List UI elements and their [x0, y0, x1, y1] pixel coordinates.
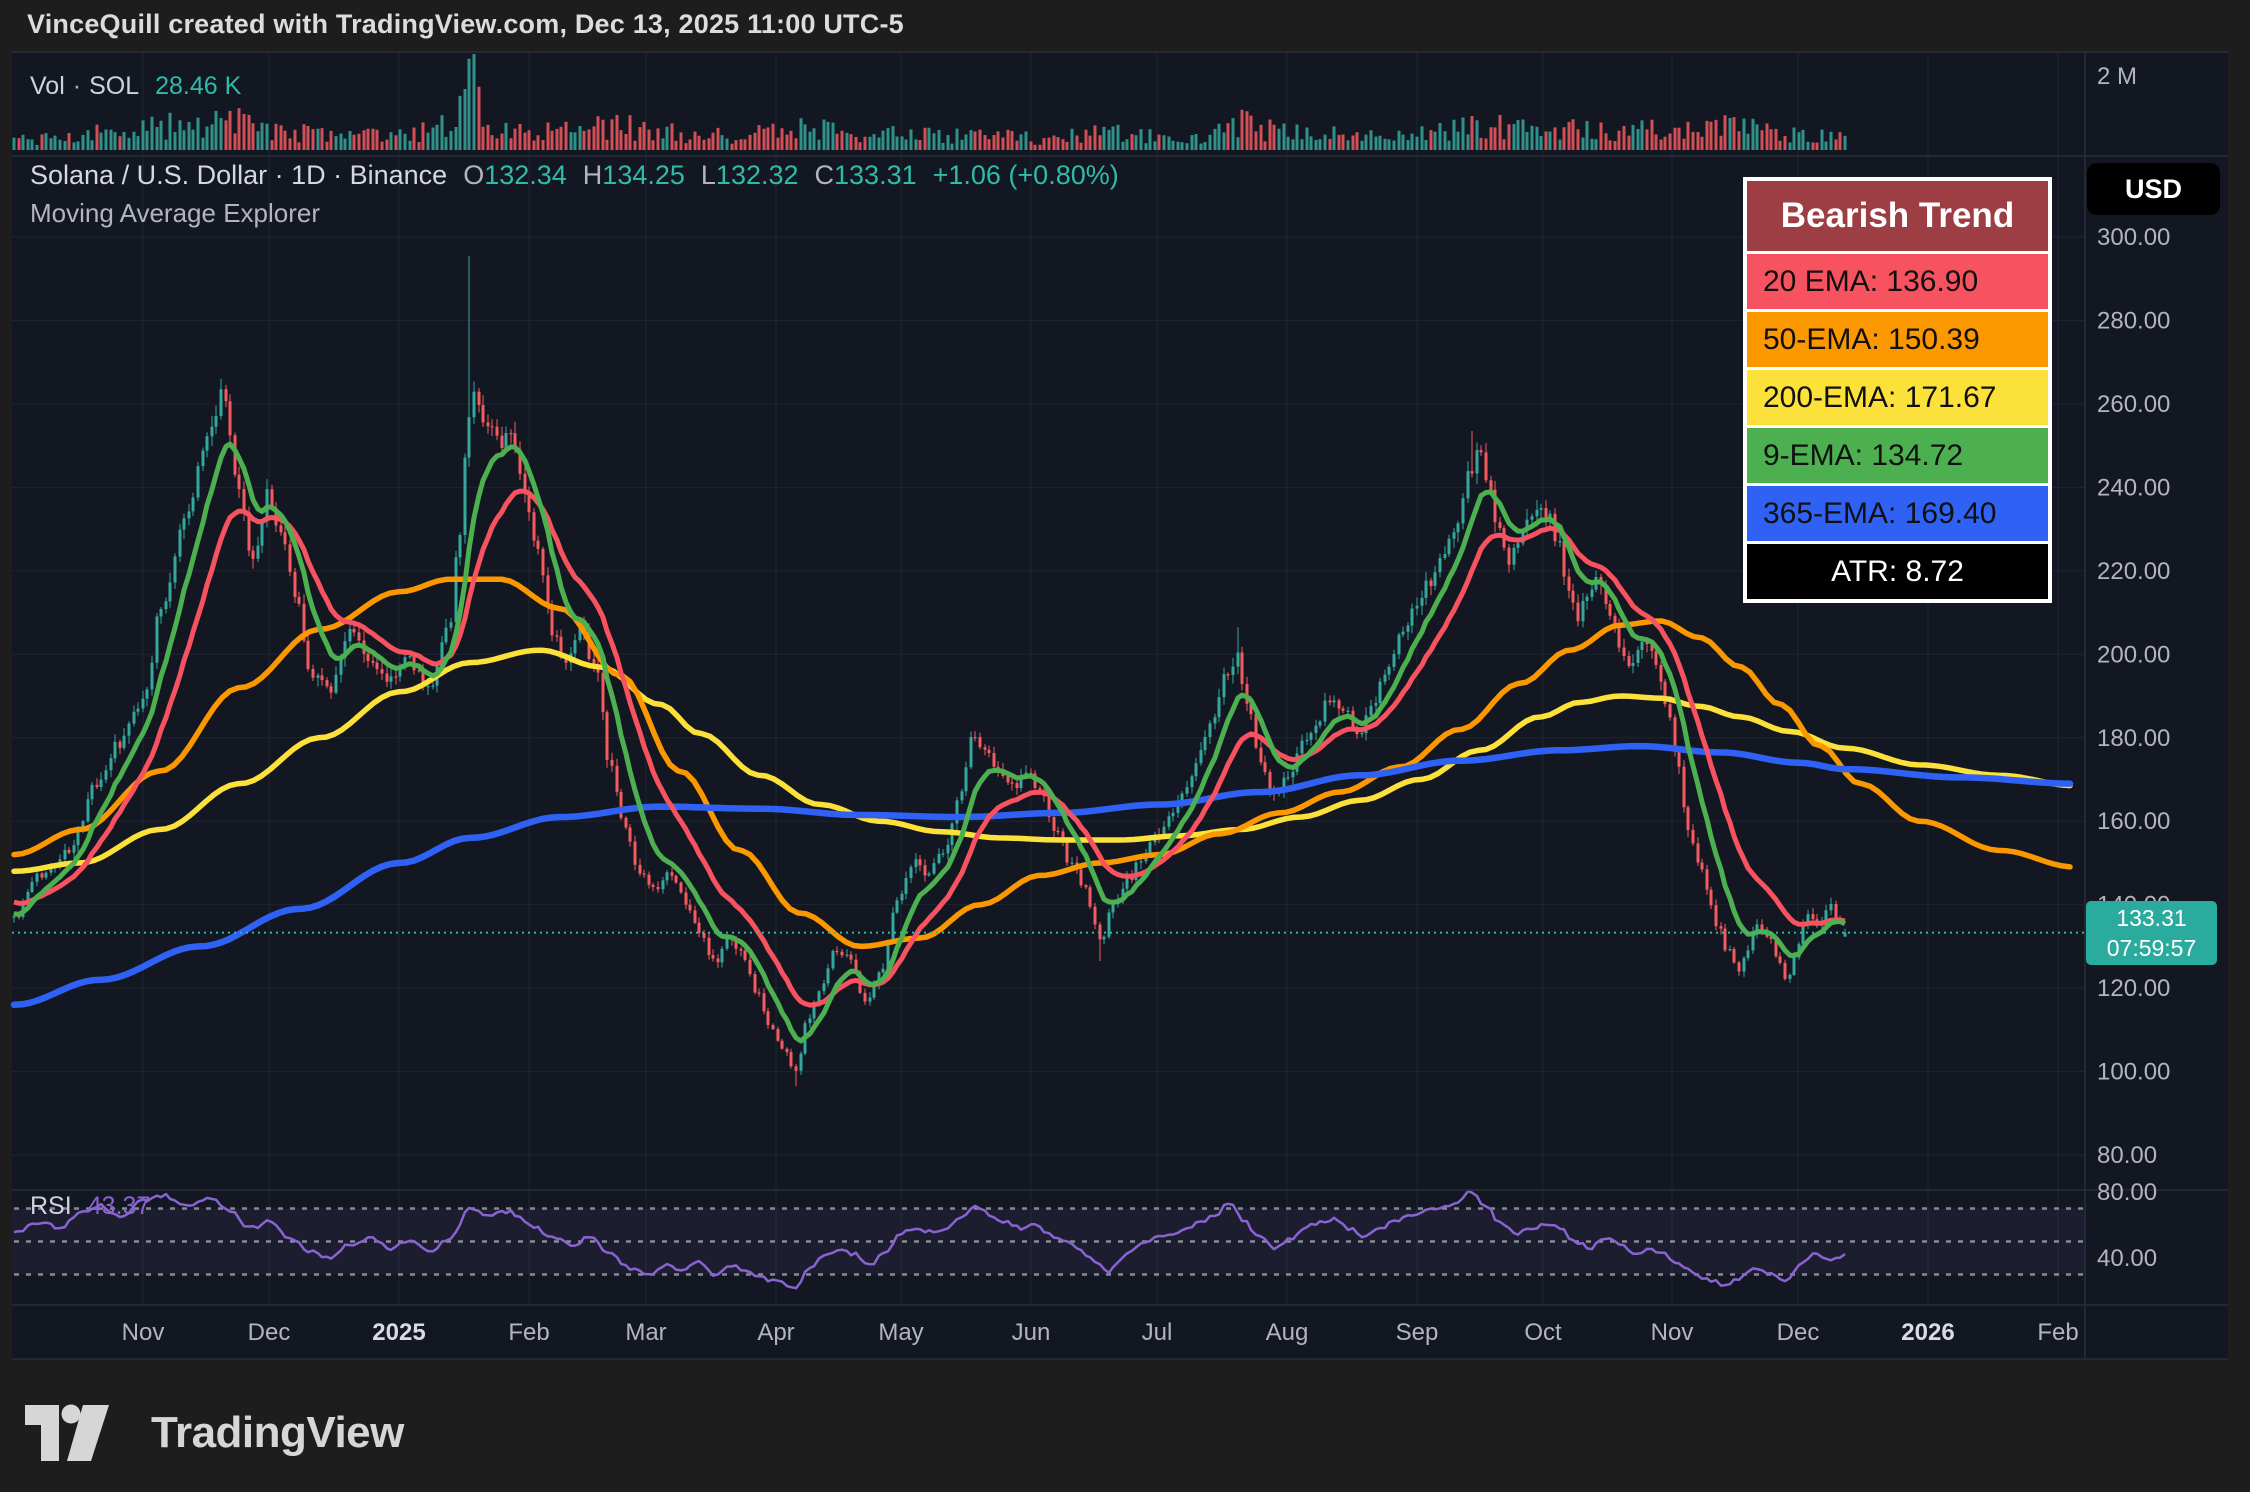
- svg-text:Jul: Jul: [1142, 1319, 1173, 1346]
- watermark-title: VinceQuill created with TradingView.com,…: [27, 9, 904, 40]
- close-label: C: [814, 160, 835, 190]
- svg-text:Dec: Dec: [1777, 1319, 1820, 1346]
- tradingview-logo-text: TradingView: [151, 1408, 404, 1457]
- ma-legend-panel: Bearish Trend 20 EMA: 136.90 50-EMA: 150.…: [1743, 177, 2052, 603]
- svg-text:220.00: 220.00: [2097, 558, 2170, 585]
- time-scale[interactable]: [12, 1305, 2085, 1359]
- svg-text:Jun: Jun: [1012, 1319, 1051, 1346]
- svg-text:Feb: Feb: [508, 1319, 549, 1346]
- svg-text:2026: 2026: [1901, 1319, 1954, 1346]
- currency-toggle-button[interactable]: USD: [2087, 163, 2220, 215]
- svg-text:120.00: 120.00: [2097, 975, 2170, 1002]
- low-value: 132.32: [715, 160, 799, 190]
- legend-row-3: 9-EMA: 134.72: [1747, 428, 2048, 483]
- svg-text:80.00: 80.00: [2097, 1142, 2157, 1169]
- svg-text:160.00: 160.00: [2097, 808, 2170, 835]
- legend-row-2: 200-EMA: 171.67: [1747, 370, 2048, 425]
- svg-text:Nov: Nov: [122, 1319, 165, 1346]
- svg-text:300.00: 300.00: [2097, 224, 2170, 251]
- legend-row-4: 365-EMA: 169.40: [1747, 486, 2048, 541]
- tradingview-logo[interactable]: TradingView: [25, 1404, 404, 1462]
- high-label: H: [582, 160, 603, 190]
- volume-symbol: SOL: [89, 72, 140, 100]
- svg-text:100.00: 100.00: [2097, 1059, 2170, 1086]
- svg-text:260.00: 260.00: [2097, 391, 2170, 418]
- svg-text:Apr: Apr: [757, 1319, 794, 1346]
- svg-text:180.00: 180.00: [2097, 725, 2170, 752]
- rsi-pane-legend: RSI 43.37: [30, 1192, 150, 1221]
- open-value: 132.34: [484, 160, 567, 190]
- symbol-title: Solana / U.S. Dollar · 1D · Binance: [30, 160, 448, 190]
- low-label: L: [700, 160, 716, 190]
- svg-text:2025: 2025: [372, 1319, 425, 1346]
- svg-text:2 M: 2 M: [2097, 63, 2137, 90]
- svg-text:240.00: 240.00: [2097, 474, 2170, 501]
- indicator-title: Moving Average Explorer: [30, 198, 321, 228]
- rsi-value: 43.37: [87, 1192, 151, 1220]
- volume-value: 28.46 K: [155, 72, 242, 100]
- svg-text:200.00: 200.00: [2097, 641, 2170, 668]
- svg-text:Dec: Dec: [248, 1319, 291, 1346]
- svg-text:Sep: Sep: [1396, 1319, 1439, 1346]
- bar-countdown: 07:59:57: [2106, 935, 2197, 961]
- legend-row-0: 20 EMA: 136.90: [1747, 254, 2048, 309]
- volume-pane-legend: Vol · SOL 28.46 K: [30, 72, 241, 101]
- svg-text:Nov: Nov: [1651, 1319, 1694, 1346]
- volume-label: Vol: [30, 72, 65, 100]
- svg-text:Mar: Mar: [625, 1319, 666, 1346]
- separator-dot: ·: [72, 72, 82, 100]
- svg-text:Aug: Aug: [1266, 1319, 1309, 1346]
- high-value: 134.25: [602, 160, 685, 190]
- svg-text:Feb: Feb: [2037, 1319, 2078, 1346]
- trend-status-badge: Bearish Trend: [1747, 181, 2048, 251]
- legend-row-1: 50-EMA: 150.39: [1747, 312, 2048, 367]
- price-scale[interactable]: [2085, 52, 2228, 1305]
- change-value: +1.06 (+0.80%): [932, 160, 1119, 190]
- rsi-label: RSI: [30, 1192, 72, 1220]
- last-price-label: 133.31 07:59:57: [2086, 901, 2217, 965]
- svg-text:80.00: 80.00: [2097, 1179, 2157, 1206]
- svg-text:40.00: 40.00: [2097, 1245, 2157, 1272]
- svg-text:May: May: [878, 1319, 923, 1346]
- svg-text:280.00: 280.00: [2097, 307, 2170, 334]
- close-value: 133.31: [834, 160, 917, 190]
- last-price-value: 133.31: [2116, 905, 2187, 931]
- legend-row-atr: ATR: 8.72: [1747, 544, 2048, 599]
- svg-text:Oct: Oct: [1524, 1319, 1562, 1346]
- tradingview-logo-icon: [25, 1404, 109, 1461]
- watermark-text: VinceQuill created with TradingView.com,…: [27, 9, 904, 39]
- symbol-info-row: Solana / U.S. Dollar · 1D · Binance O132.…: [30, 160, 1119, 191]
- open-label: O: [463, 160, 485, 190]
